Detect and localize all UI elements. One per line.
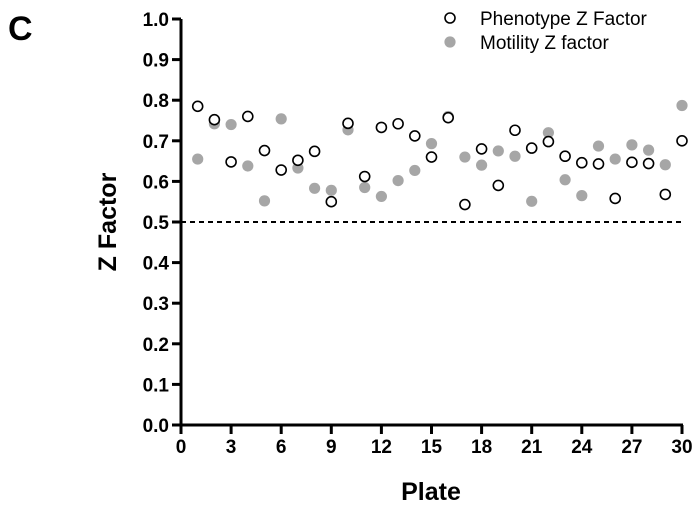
motility-point	[459, 151, 471, 163]
phenotype-point	[292, 154, 304, 167]
motility-point	[409, 164, 421, 177]
motility-point	[592, 140, 605, 152]
phenotype-point	[442, 111, 455, 124]
phenotype-point	[609, 192, 622, 205]
phenotype-point	[358, 170, 371, 183]
x-tick-label: 3	[226, 437, 237, 458]
motility-point	[425, 138, 438, 150]
phenotype-point	[408, 130, 421, 142]
motility-point	[242, 160, 254, 172]
phenotype-point	[225, 156, 237, 168]
motility-point	[526, 195, 538, 207]
y-tick-label: 0.3	[143, 294, 169, 315]
phenotype-point	[425, 151, 438, 163]
x-tick-label: 30	[671, 437, 692, 458]
phenotype-point	[308, 145, 321, 158]
y-tick-label: 1.0	[143, 10, 169, 31]
y-tick-label: 0.5	[143, 213, 170, 234]
phenotype-point	[575, 156, 588, 169]
x-tick-label: 24	[571, 437, 593, 458]
phenotype-point	[525, 142, 538, 154]
phenotype-point	[191, 100, 204, 113]
phenotype-point	[475, 143, 488, 155]
phenotype-point	[642, 157, 655, 170]
phenotype-point	[459, 198, 471, 211]
axis-ticks: 0.0 0.1 0.2 0.3 0.4 0.5 0.6 0.7 0.8 0.9 1.0 0 3 6 9 12 1…	[143, 10, 693, 458]
motility-point	[542, 127, 555, 139]
legend: Phenotype Z Factor Motility Z factor	[444, 9, 648, 54]
phenotype-point	[542, 135, 555, 148]
x-axis-title: Plate	[401, 478, 461, 505]
panel-letter: C	[8, 10, 33, 48]
motility-point	[359, 181, 371, 194]
phenotype-point	[275, 164, 288, 176]
y-axis-title: Z Factor	[94, 172, 122, 271]
motility-point	[643, 144, 655, 156]
phenotype-point	[208, 113, 221, 126]
phenotype-point	[592, 158, 605, 170]
motility-point	[258, 195, 271, 207]
x-tick-label: 15	[421, 437, 443, 458]
legend-label: Phenotype Z Factor	[480, 9, 648, 30]
phenotype-point	[492, 179, 505, 192]
legend-marker-motility	[444, 36, 456, 48]
phenotype-point	[626, 156, 638, 169]
phenotype-point	[242, 110, 254, 123]
phenotype-point	[325, 195, 338, 208]
y-tick-label: 0.8	[143, 91, 169, 112]
motility-point	[275, 113, 287, 125]
x-tick-label: 27	[621, 437, 642, 458]
motility-point	[509, 150, 521, 162]
y-tick-label: 0.7	[143, 132, 169, 153]
x-tick-label: 6	[276, 437, 287, 458]
y-tick-label: 0.4	[143, 254, 170, 275]
phenotype-point	[342, 117, 354, 130]
legend-marker-phenotype	[444, 12, 456, 24]
motility-point	[559, 174, 571, 186]
motility-point	[492, 145, 504, 157]
motility-point	[609, 153, 621, 165]
motility-point	[476, 159, 488, 171]
x-tick-label: 9	[326, 437, 337, 458]
motility-point	[325, 184, 337, 196]
x-tick-label: 0	[176, 437, 187, 458]
legend-label: Motility Z factor	[480, 33, 609, 54]
y-tick-label: 0.2	[143, 335, 169, 356]
phenotype-point	[509, 124, 521, 137]
motility-point	[309, 182, 321, 194]
y-tick-label: 0.9	[143, 51, 169, 72]
motility-point	[626, 139, 638, 151]
x-tick-label: 21	[521, 437, 543, 458]
y-tick-label: 0.0	[143, 416, 169, 437]
phenotype-point	[559, 150, 571, 163]
y-tick-label: 0.1	[143, 375, 170, 396]
motility-point	[659, 159, 671, 171]
y-tick-label: 0.6	[143, 172, 169, 193]
phenotype-point	[375, 121, 388, 134]
x-tick-label: 18	[471, 437, 492, 458]
x-tick-label: 12	[371, 437, 392, 458]
motility-point	[392, 174, 404, 187]
motility-point	[192, 153, 204, 165]
data-points	[191, 99, 688, 211]
motility-point	[375, 190, 387, 203]
phenotype-point	[392, 117, 404, 130]
phenotype-point	[258, 144, 271, 157]
motility-point	[576, 190, 588, 202]
motility-point	[225, 118, 237, 131]
phenotype-point	[676, 135, 688, 147]
motility-point	[676, 99, 688, 112]
phenotype-point	[659, 188, 672, 201]
